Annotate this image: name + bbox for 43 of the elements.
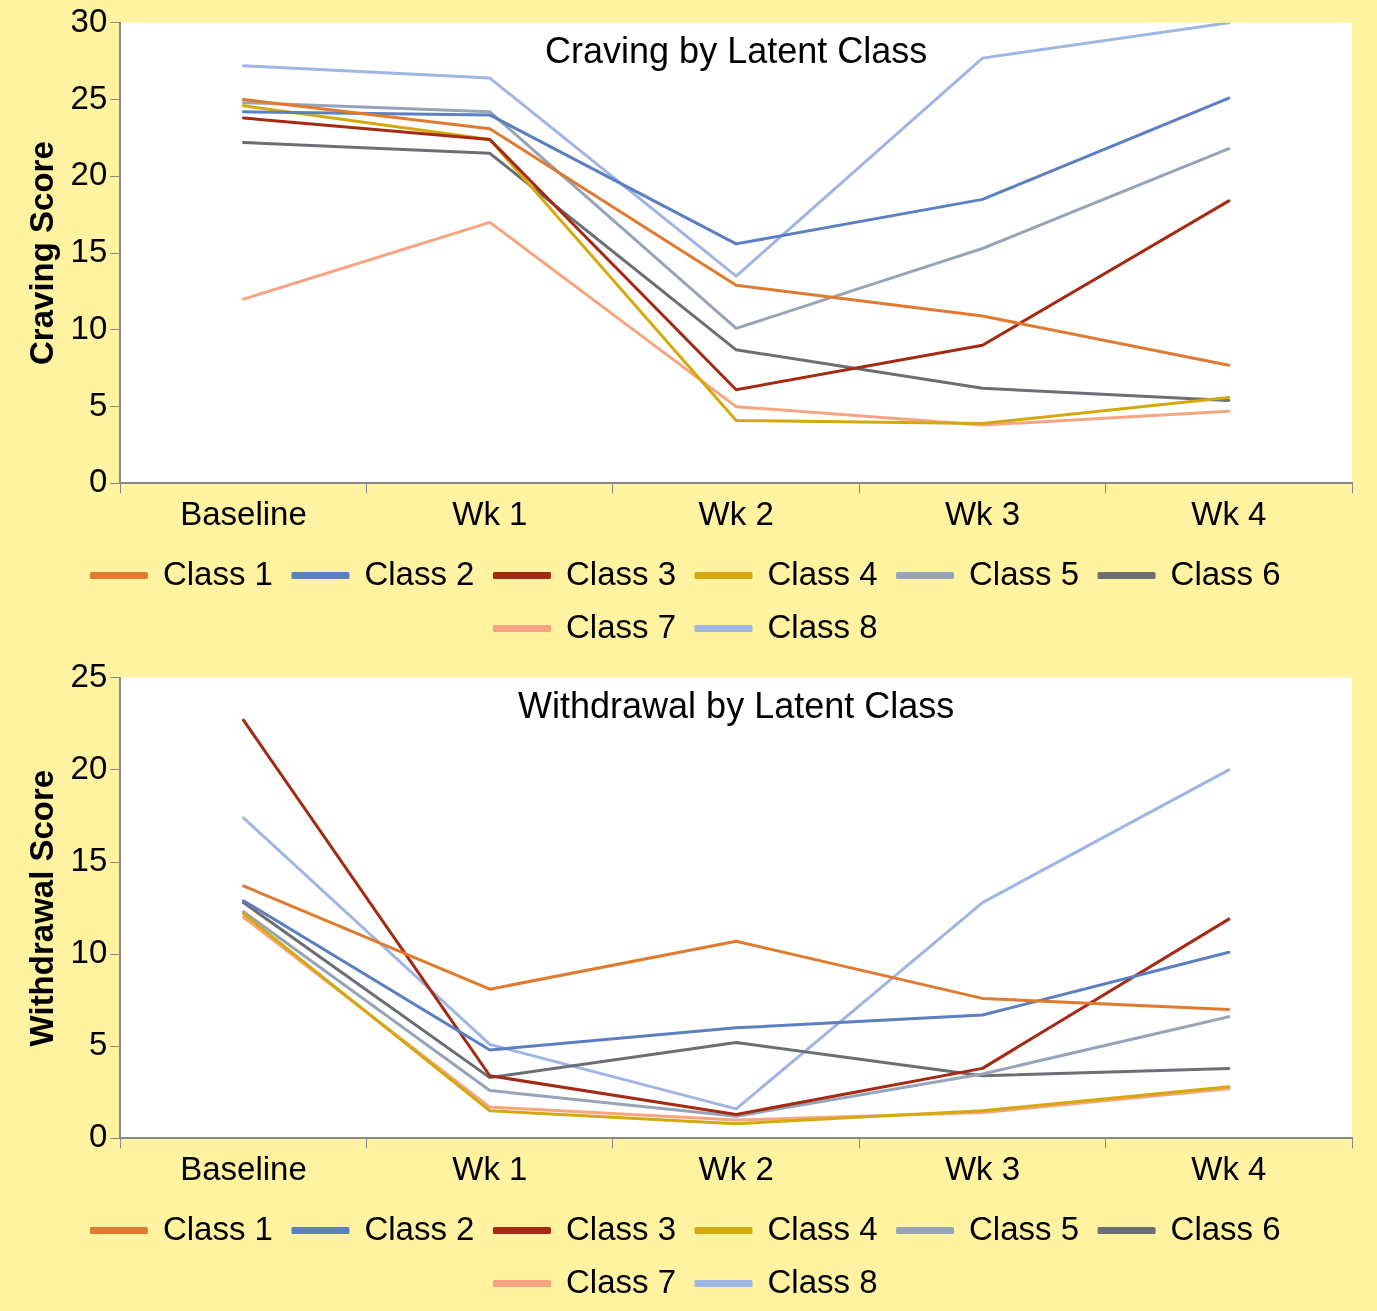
legend-label: Class 1	[162, 554, 273, 592]
legend-label: Class 4	[767, 1209, 878, 1247]
y-tick-label: 5	[88, 385, 108, 423]
y-axis-title: Craving Score	[22, 141, 60, 365]
y-tick-label: 15	[70, 841, 108, 879]
x-tick-label: Wk 1	[452, 495, 528, 533]
y-tick-label: 10	[70, 933, 108, 971]
y-tick-label: 25	[70, 78, 108, 116]
legend-label: Class 5	[969, 1209, 1080, 1247]
legend-label: Class 3	[565, 1209, 677, 1247]
legend-label: Class 6	[1170, 1209, 1281, 1247]
legend-label: Class 6	[1170, 554, 1281, 592]
y-axis-title: Withdrawal Score	[22, 769, 60, 1047]
y-tick-label: 0	[88, 1117, 108, 1155]
legend-label: Class 7	[565, 1262, 677, 1300]
legend-label: Class 1	[162, 1209, 273, 1247]
x-tick-label: Wk 3	[944, 495, 1021, 533]
y-tick-label: 25	[70, 656, 108, 694]
legend-label: Class 5	[969, 554, 1080, 592]
x-tick-label: Baseline	[180, 495, 307, 533]
x-tick-label: Wk 2	[698, 495, 774, 533]
x-tick-label: Wk 4	[1191, 1150, 1267, 1188]
legend-label: Class 2	[364, 1209, 475, 1247]
x-tick-label: Wk 2	[698, 1150, 774, 1188]
y-tick-label: 20	[70, 749, 108, 787]
y-tick-label: 10	[70, 308, 108, 346]
x-tick-label: Wk 3	[944, 1150, 1021, 1188]
legend-label: Class 8	[767, 607, 878, 645]
y-tick-label: 5	[88, 1025, 108, 1063]
legend-label: Class 8	[767, 1262, 878, 1300]
chart-title: Withdrawal by Latent Class	[518, 684, 955, 726]
x-tick-label: Wk 4	[1191, 495, 1267, 533]
y-tick-label: 0	[88, 462, 108, 500]
legend-label: Class 2	[364, 554, 475, 592]
chart-title: Craving by Latent Class	[545, 29, 928, 71]
y-tick-label: 15	[70, 232, 108, 270]
y-tick-label: 30	[70, 1, 108, 39]
legend-label: Class 3	[565, 554, 677, 592]
legend-label: Class 7	[565, 607, 677, 645]
y-tick-label: 20	[70, 155, 108, 193]
x-tick-label: Wk 1	[452, 1150, 528, 1188]
x-tick-label: Baseline	[180, 1150, 307, 1188]
legend-label: Class 4	[767, 554, 878, 592]
